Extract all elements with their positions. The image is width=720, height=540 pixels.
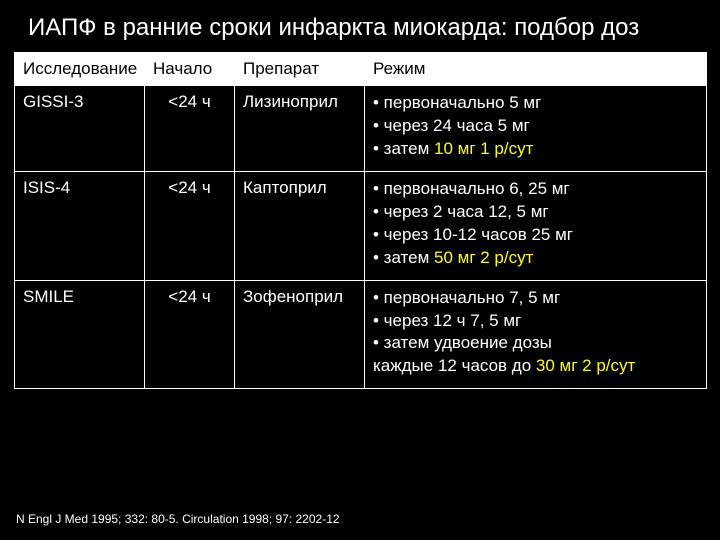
table-row: ISIS-4<24 чКаптоприл• первоначально 6, 2… bbox=[15, 171, 707, 280]
cell-start: <24 ч bbox=[145, 86, 235, 172]
cell-regimen: • первоначально 5 мг • через 24 часа 5 мг… bbox=[365, 86, 707, 172]
regimen-text: • затем bbox=[373, 248, 434, 267]
cell-study: SMILE bbox=[15, 280, 145, 389]
regimen-line: • затем удвоение дозы bbox=[373, 332, 698, 355]
col-start: Начало bbox=[145, 53, 235, 86]
cell-start: <24 ч bbox=[145, 171, 235, 280]
regimen-line: • через 24 часа 5 мг bbox=[373, 115, 698, 138]
regimen-highlight: 30 мг 2 р/сут bbox=[536, 356, 635, 375]
regimen-line: каждые 12 часов до 30 мг 2 р/сут bbox=[373, 355, 698, 378]
regimen-highlight: 10 мг 1 р/сут bbox=[434, 139, 533, 158]
cell-regimen: • первоначально 7, 5 мг • через 12 ч 7, 5… bbox=[365, 280, 707, 389]
regimen-text: • через 12 ч 7, 5 мг bbox=[373, 311, 521, 330]
regimen-text: • первоначально 6, 25 мг bbox=[373, 179, 570, 198]
regimen-text: • через 10-12 часов 25 мг bbox=[373, 225, 573, 244]
regimen-text: • затем удвоение дозы bbox=[373, 333, 552, 352]
regimen-line: • затем 10 мг 1 р/сут bbox=[373, 138, 698, 161]
slide-title: ИАПФ в ранние сроки инфаркта миокарда: п… bbox=[0, 0, 720, 52]
regimen-highlight: 50 мг 2 р/сут bbox=[434, 248, 533, 267]
regimen-text: каждые 12 часов до bbox=[373, 356, 536, 375]
regimen-line: • через 2 часа 12, 5 мг bbox=[373, 201, 698, 224]
col-study: Исследование bbox=[15, 53, 145, 86]
table-header-row: Исследование Начало Препарат Режим bbox=[15, 53, 707, 86]
regimen-text: • первоначально 7, 5 мг bbox=[373, 288, 560, 307]
cell-regimen: • первоначально 6, 25 мг • через 2 часа 1… bbox=[365, 171, 707, 280]
cell-study: ISIS-4 bbox=[15, 171, 145, 280]
regimen-text: • через 2 часа 12, 5 мг bbox=[373, 202, 549, 221]
cell-drug: Лизиноприл bbox=[235, 86, 365, 172]
table-row: SMILE<24 чЗофеноприл• первоначально 7, 5… bbox=[15, 280, 707, 389]
regimen-line: • через 10-12 часов 25 мг bbox=[373, 224, 698, 247]
table-row: GISSI-3<24 чЛизиноприл• первоначально 5 … bbox=[15, 86, 707, 172]
regimen-text: • через 24 часа 5 мг bbox=[373, 116, 530, 135]
dosage-table: Исследование Начало Препарат Режим GISSI… bbox=[14, 52, 707, 389]
regimen-line: • первоначально 6, 25 мг bbox=[373, 178, 698, 201]
regimen-line: • через 12 ч 7, 5 мг bbox=[373, 310, 698, 333]
regimen-line: • первоначально 5 мг bbox=[373, 92, 698, 115]
regimen-text: • первоначально 5 мг bbox=[373, 93, 541, 112]
regimen-text: • затем bbox=[373, 139, 434, 158]
cell-drug: Зофеноприл bbox=[235, 280, 365, 389]
regimen-line: • первоначально 7, 5 мг bbox=[373, 287, 698, 310]
cell-study: GISSI-3 bbox=[15, 86, 145, 172]
table-body: GISSI-3<24 чЛизиноприл• первоначально 5 … bbox=[15, 86, 707, 389]
cell-drug: Каптоприл bbox=[235, 171, 365, 280]
regimen-line: • затем 50 мг 2 р/сут bbox=[373, 247, 698, 270]
cell-start: <24 ч bbox=[145, 280, 235, 389]
slide: ИАПФ в ранние сроки инфаркта миокарда: п… bbox=[0, 0, 720, 540]
col-regimen: Режим bbox=[365, 53, 707, 86]
col-drug: Препарат bbox=[235, 53, 365, 86]
footnote: N Engl J Med 1995; 332: 80-5. Circulatio… bbox=[16, 512, 340, 526]
